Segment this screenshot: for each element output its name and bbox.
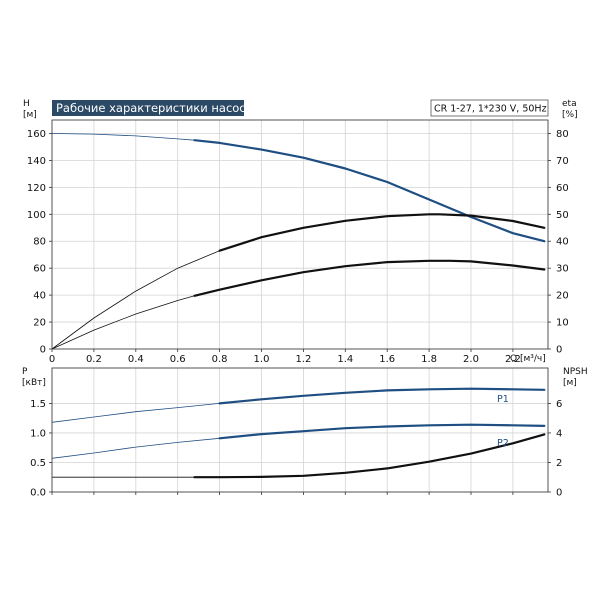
- x-tick-label: 0.6: [170, 354, 186, 365]
- right-tick-label: 6: [556, 399, 562, 410]
- x-tick-label: 0.8: [212, 354, 228, 365]
- axis-label-line: H: [23, 99, 30, 109]
- left-tick-label: 120: [27, 183, 46, 194]
- x-tick-label: 0: [49, 354, 55, 365]
- left-tick-label: 0.5: [30, 458, 46, 469]
- right-tick-label: 80: [556, 129, 569, 140]
- ticks-layer: 0 0.2 0.4 0.6 0.8 1.0 1.2 1.4 1.6 1.8 2.0 2.2020406…: [27, 129, 569, 499]
- p2-curve-label: P2: [497, 438, 509, 449]
- x-axis-label: Q [м³/ч]: [510, 354, 546, 364]
- x-tick-label: 2.2: [505, 354, 521, 365]
- right-tick-label: 4: [556, 428, 562, 439]
- right-tick-label: 60: [556, 183, 569, 194]
- left-tick-label: 60: [33, 264, 46, 275]
- axis-label-line: P: [22, 367, 28, 377]
- left-tick-label: 140: [27, 156, 46, 167]
- series-line-operating-0-0: [193, 139, 546, 243]
- axis-label-line: [м]: [563, 378, 577, 388]
- left-tick-label: 0.0: [30, 488, 46, 499]
- left-tick-label: 160: [27, 129, 46, 140]
- plot-frame: [51, 119, 549, 350]
- right-tick-label: 2: [556, 458, 562, 469]
- chart-title-background: [52, 100, 244, 116]
- left-tick-label: 1.5: [30, 399, 46, 410]
- x-tick-label: 1.0: [254, 354, 270, 365]
- series-line-1-0: [51, 388, 545, 423]
- frames-layer: [51, 119, 549, 493]
- series-line-1-2: [52, 434, 545, 478]
- series-line-operating-1-1: [218, 423, 546, 440]
- left-tick-label: 80: [33, 237, 46, 248]
- series-line-operating-1-2: [193, 433, 546, 479]
- right-tick-label: 10: [556, 318, 569, 329]
- bottom-left-axis-label: P [кВт]: [22, 367, 46, 388]
- right-tick-label: 40: [556, 237, 569, 248]
- series-line-operating-0-2: [193, 259, 546, 297]
- x-tick-label: 1.6: [379, 354, 395, 365]
- series-line-operating-1-0: [218, 387, 546, 405]
- right-tick-label: 50: [556, 210, 569, 221]
- x-tick-label: 1.8: [421, 354, 437, 365]
- x-tick-label: 1.4: [337, 354, 353, 365]
- model-label-box: [430, 99, 549, 117]
- plot-frame: [51, 367, 549, 493]
- series-line-operating-0-1: [218, 213, 546, 252]
- axis-label-line: NPSH: [563, 367, 588, 377]
- right-tick-label: 0: [556, 345, 562, 356]
- x-tick-label: 2.0: [463, 354, 479, 365]
- left-tick-label: 1.0: [30, 428, 46, 439]
- x-tick-label: 0.4: [128, 354, 144, 365]
- right-tick-label: 0: [556, 488, 562, 499]
- right-tick-label: 20: [556, 291, 569, 302]
- chart-title: Рабочие характеристики насоса: [56, 101, 253, 115]
- curves-layer: [51, 133, 546, 479]
- top-right-axis-label: eta [%]: [562, 99, 578, 120]
- right-tick-label: 30: [556, 264, 569, 275]
- bottom-right-axis-label: NPSH [м]: [563, 367, 588, 388]
- right-tick-label: 70: [556, 156, 569, 167]
- left-tick-label: 100: [27, 210, 46, 221]
- left-tick-label: 40: [33, 291, 46, 302]
- left-tick-label: 20: [33, 318, 46, 329]
- axis-label-line: [кВт]: [22, 378, 46, 388]
- model-label: CR 1-27, 1*230 V, 50Hz: [434, 104, 547, 115]
- top-left-axis-label: H [м]: [23, 99, 37, 120]
- series-line-0-1: [51, 213, 545, 350]
- axis-label-line: [м]: [23, 110, 37, 120]
- grid-layer: [51, 120, 548, 493]
- x-tick-label: 0.2: [86, 354, 102, 365]
- axis-label-line: eta: [562, 99, 577, 109]
- x-tick-label: 1.2: [295, 354, 311, 365]
- p1-curve-label: P1: [497, 394, 509, 405]
- left-tick-label: 0: [40, 345, 46, 356]
- axis-label-line: [%]: [562, 110, 578, 120]
